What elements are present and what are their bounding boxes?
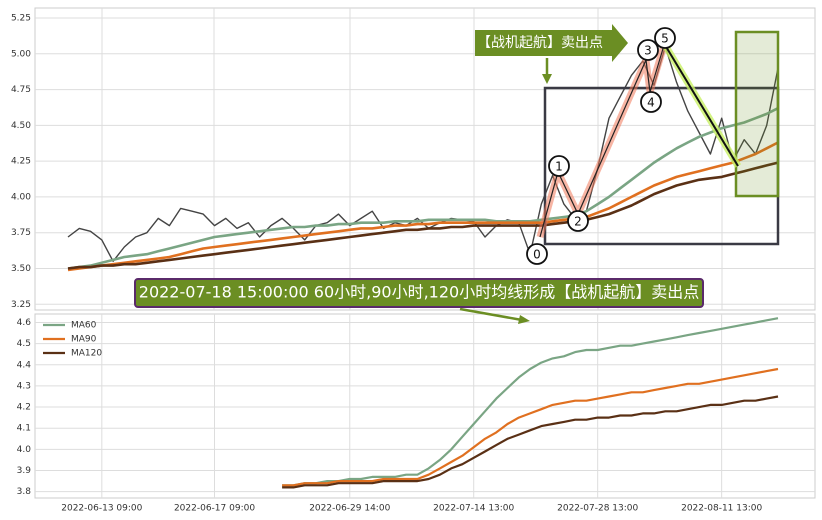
signal-arrow [475, 24, 628, 62]
point-marker [567, 210, 589, 232]
legend-label: MA90 [71, 335, 97, 345]
point-label: 5 [661, 32, 669, 46]
series-line [67, 107, 779, 270]
y-tick-label: 4.4 [17, 360, 32, 370]
legend-label: MA60 [71, 321, 97, 331]
y-tick-label: 3.50 [11, 264, 31, 274]
point-marker [548, 155, 570, 177]
point-label: 4 [647, 96, 655, 110]
top-vertical-grid [101, 8, 723, 310]
legend-label: MA120 [71, 349, 102, 359]
signal-box [734, 30, 780, 198]
y-tick-label: 4.25 [11, 157, 31, 167]
y-tick-label: 3.25 [11, 300, 31, 310]
arrow-head [542, 74, 552, 84]
point-marker [654, 27, 676, 49]
x-tick-label: 2022-07-28 13:00 [557, 504, 638, 514]
y-tick-label: 5.00 [11, 49, 31, 59]
down-leg-line [664, 44, 739, 167]
x-tick-label: 2022-06-17 09:00 [174, 504, 255, 514]
bottom-plot-frame [34, 313, 816, 499]
series-line [282, 317, 779, 487]
x-tick-label: 2022-06-29 14:00 [309, 504, 390, 514]
annotation-overlay: 【战机起航】卖出点 2022-07-18 15:00:00 60小时,90小时,… [134, 24, 780, 324]
series-line [282, 395, 779, 489]
signal-label: 【战机起航】卖出点 [477, 35, 603, 51]
point-label: 2 [574, 215, 582, 229]
point-label: 1 [555, 160, 563, 174]
point-label: 0 [533, 248, 541, 262]
series-line [67, 161, 779, 270]
y-tick-label: 3.75 [11, 228, 31, 238]
banner-arrow-head [518, 315, 530, 324]
wave-line [539, 41, 666, 238]
point-marker [640, 91, 662, 113]
y-tick-label: 4.1 [17, 424, 31, 434]
y-tick-label: 3.8 [17, 487, 32, 497]
y-tick-label: 3.9 [17, 466, 32, 476]
x-tick-label: 2022-06-13 09:00 [61, 504, 142, 514]
banner-arrow [459, 307, 523, 322]
series-line [282, 367, 779, 487]
x-tick-label: 2022-07-14 13:00 [433, 504, 514, 514]
y-tick-label: 4.50 [11, 121, 31, 131]
y-tick-label: 4.0 [17, 445, 32, 455]
y-tick-label: 4.6 [17, 318, 32, 328]
banner [134, 278, 704, 308]
point-label: 3 [644, 44, 652, 58]
x-tick-label: 2022-08-11 13:00 [681, 504, 762, 514]
top-plot-frame [34, 7, 816, 311]
y-tick-label: 5.25 [11, 14, 31, 24]
y-tick-label: 4.00 [11, 192, 31, 202]
y-tick-label: 4.3 [17, 381, 31, 391]
series-line [67, 141, 779, 272]
point-marker [637, 39, 659, 61]
y-tick-label: 4.5 [17, 339, 31, 349]
y-tick-label: 4.2 [17, 403, 31, 413]
banner-text: 2022-07-18 15:00:00 60小时,90小时,120小时均线形成【… [139, 283, 699, 302]
y-tick-label: 4.75 [11, 85, 31, 95]
point-marker [526, 243, 548, 265]
